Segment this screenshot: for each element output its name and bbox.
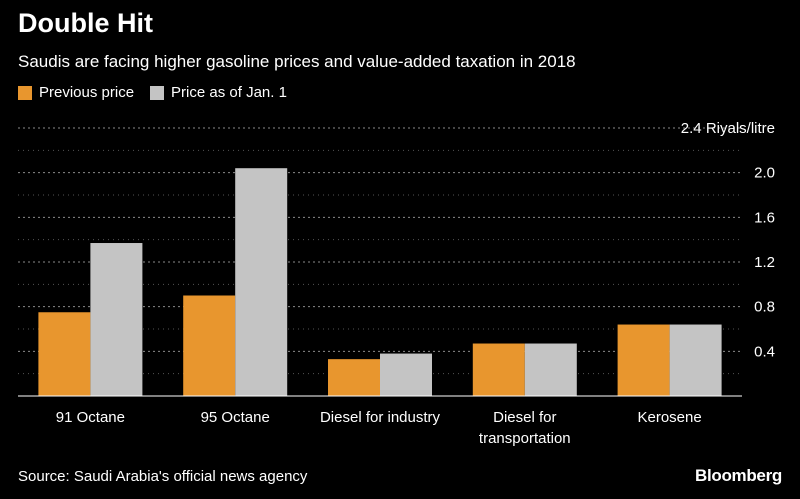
y-tick-label-3: 1.6 [754, 209, 775, 226]
bar-1-0 [90, 243, 143, 396]
category-label-4-0: Kerosene [637, 409, 701, 426]
legend-label-current: Price as of Jan. 1 [171, 84, 287, 101]
y-tick-label-2: 1.2 [754, 254, 775, 271]
category-label-1-0: 95 Octane [201, 409, 270, 426]
bar-1-4 [669, 324, 722, 396]
bar-1-2 [380, 353, 432, 396]
bloomberg-logo: Bloomberg [694, 466, 782, 485]
chart-title: Double Hit [18, 8, 153, 38]
legend: Previous price Price as of Jan. 1 [18, 84, 303, 101]
chart-subtitle: Saudis are facing higher gasoline prices… [18, 52, 576, 71]
source-note: Source: Saudi Arabia's official news age… [18, 468, 308, 485]
y-tick-label-0: 0.4 [754, 343, 775, 360]
y-tick-label-4: 2.0 [754, 165, 775, 182]
bar-1-1 [235, 168, 288, 396]
category-label-0-0: 91 Octane [56, 409, 125, 426]
legend-swatch-current [150, 85, 165, 100]
bar-0-4 [617, 324, 670, 396]
y-tick-label-1: 0.8 [754, 299, 775, 316]
legend-swatch-previous [18, 85, 32, 100]
legend-item-previous: Previous price [18, 84, 134, 101]
bar-1-3 [524, 343, 577, 396]
legend-item-current: Price as of Jan. 1 [150, 84, 287, 101]
bar-0-0 [38, 312, 91, 396]
legend-label-previous: Previous price [39, 84, 135, 101]
category-label-3-0: Diesel for [493, 409, 556, 426]
bar-0-2 [328, 359, 380, 396]
bar-0-3 [472, 343, 525, 396]
category-label-3-1: transportation [479, 430, 571, 447]
bar-0-1 [183, 295, 236, 396]
category-label-2-0: Diesel for industry [320, 409, 441, 426]
y-tick-label-5: 2.4 Riyals/litre [681, 120, 775, 137]
